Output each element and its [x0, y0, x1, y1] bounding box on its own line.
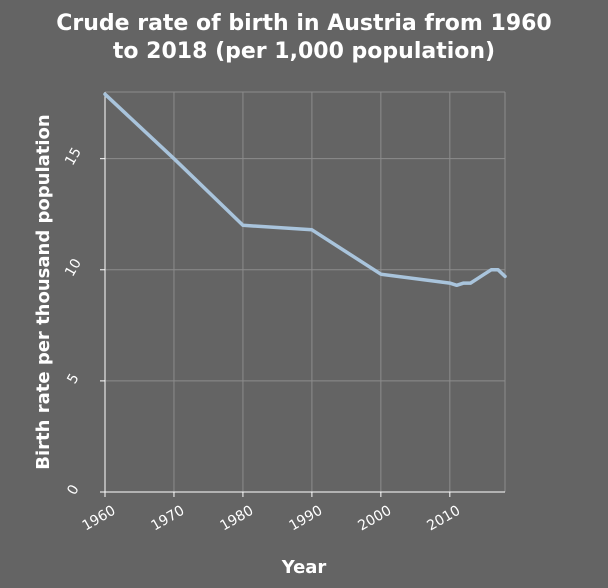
series-layer	[103, 92, 507, 288]
x-axis-label: Year	[281, 557, 327, 578]
x-tick-label: 1990	[286, 503, 325, 535]
x-tick-label: 2000	[355, 503, 394, 535]
birth-rate-line	[103, 92, 507, 288]
y-tick-label: 10	[62, 256, 85, 279]
y-tick-label: 15	[62, 145, 85, 168]
y-tick-label: 5	[64, 371, 82, 387]
y-tick-labels: 0 5 10 15	[62, 145, 85, 498]
x-tick-label: 1960	[80, 503, 119, 535]
x-tick-label: 2010	[424, 503, 463, 535]
axes	[100, 92, 505, 497]
y-tick-label: 0	[64, 482, 82, 498]
x-tick-label: 1980	[217, 503, 256, 535]
y-axis-label: Birth rate per thousand population	[33, 114, 54, 469]
chart-title-line-1: Crude rate of birth in Austria from 1960	[56, 11, 552, 36]
x-tick-labels: 1960 1970 1980 1990 2000 2010	[80, 503, 464, 535]
x-tick-label: 1970	[149, 503, 188, 535]
chart-title-line-2: to 2018 (per 1,000 population)	[113, 39, 495, 64]
